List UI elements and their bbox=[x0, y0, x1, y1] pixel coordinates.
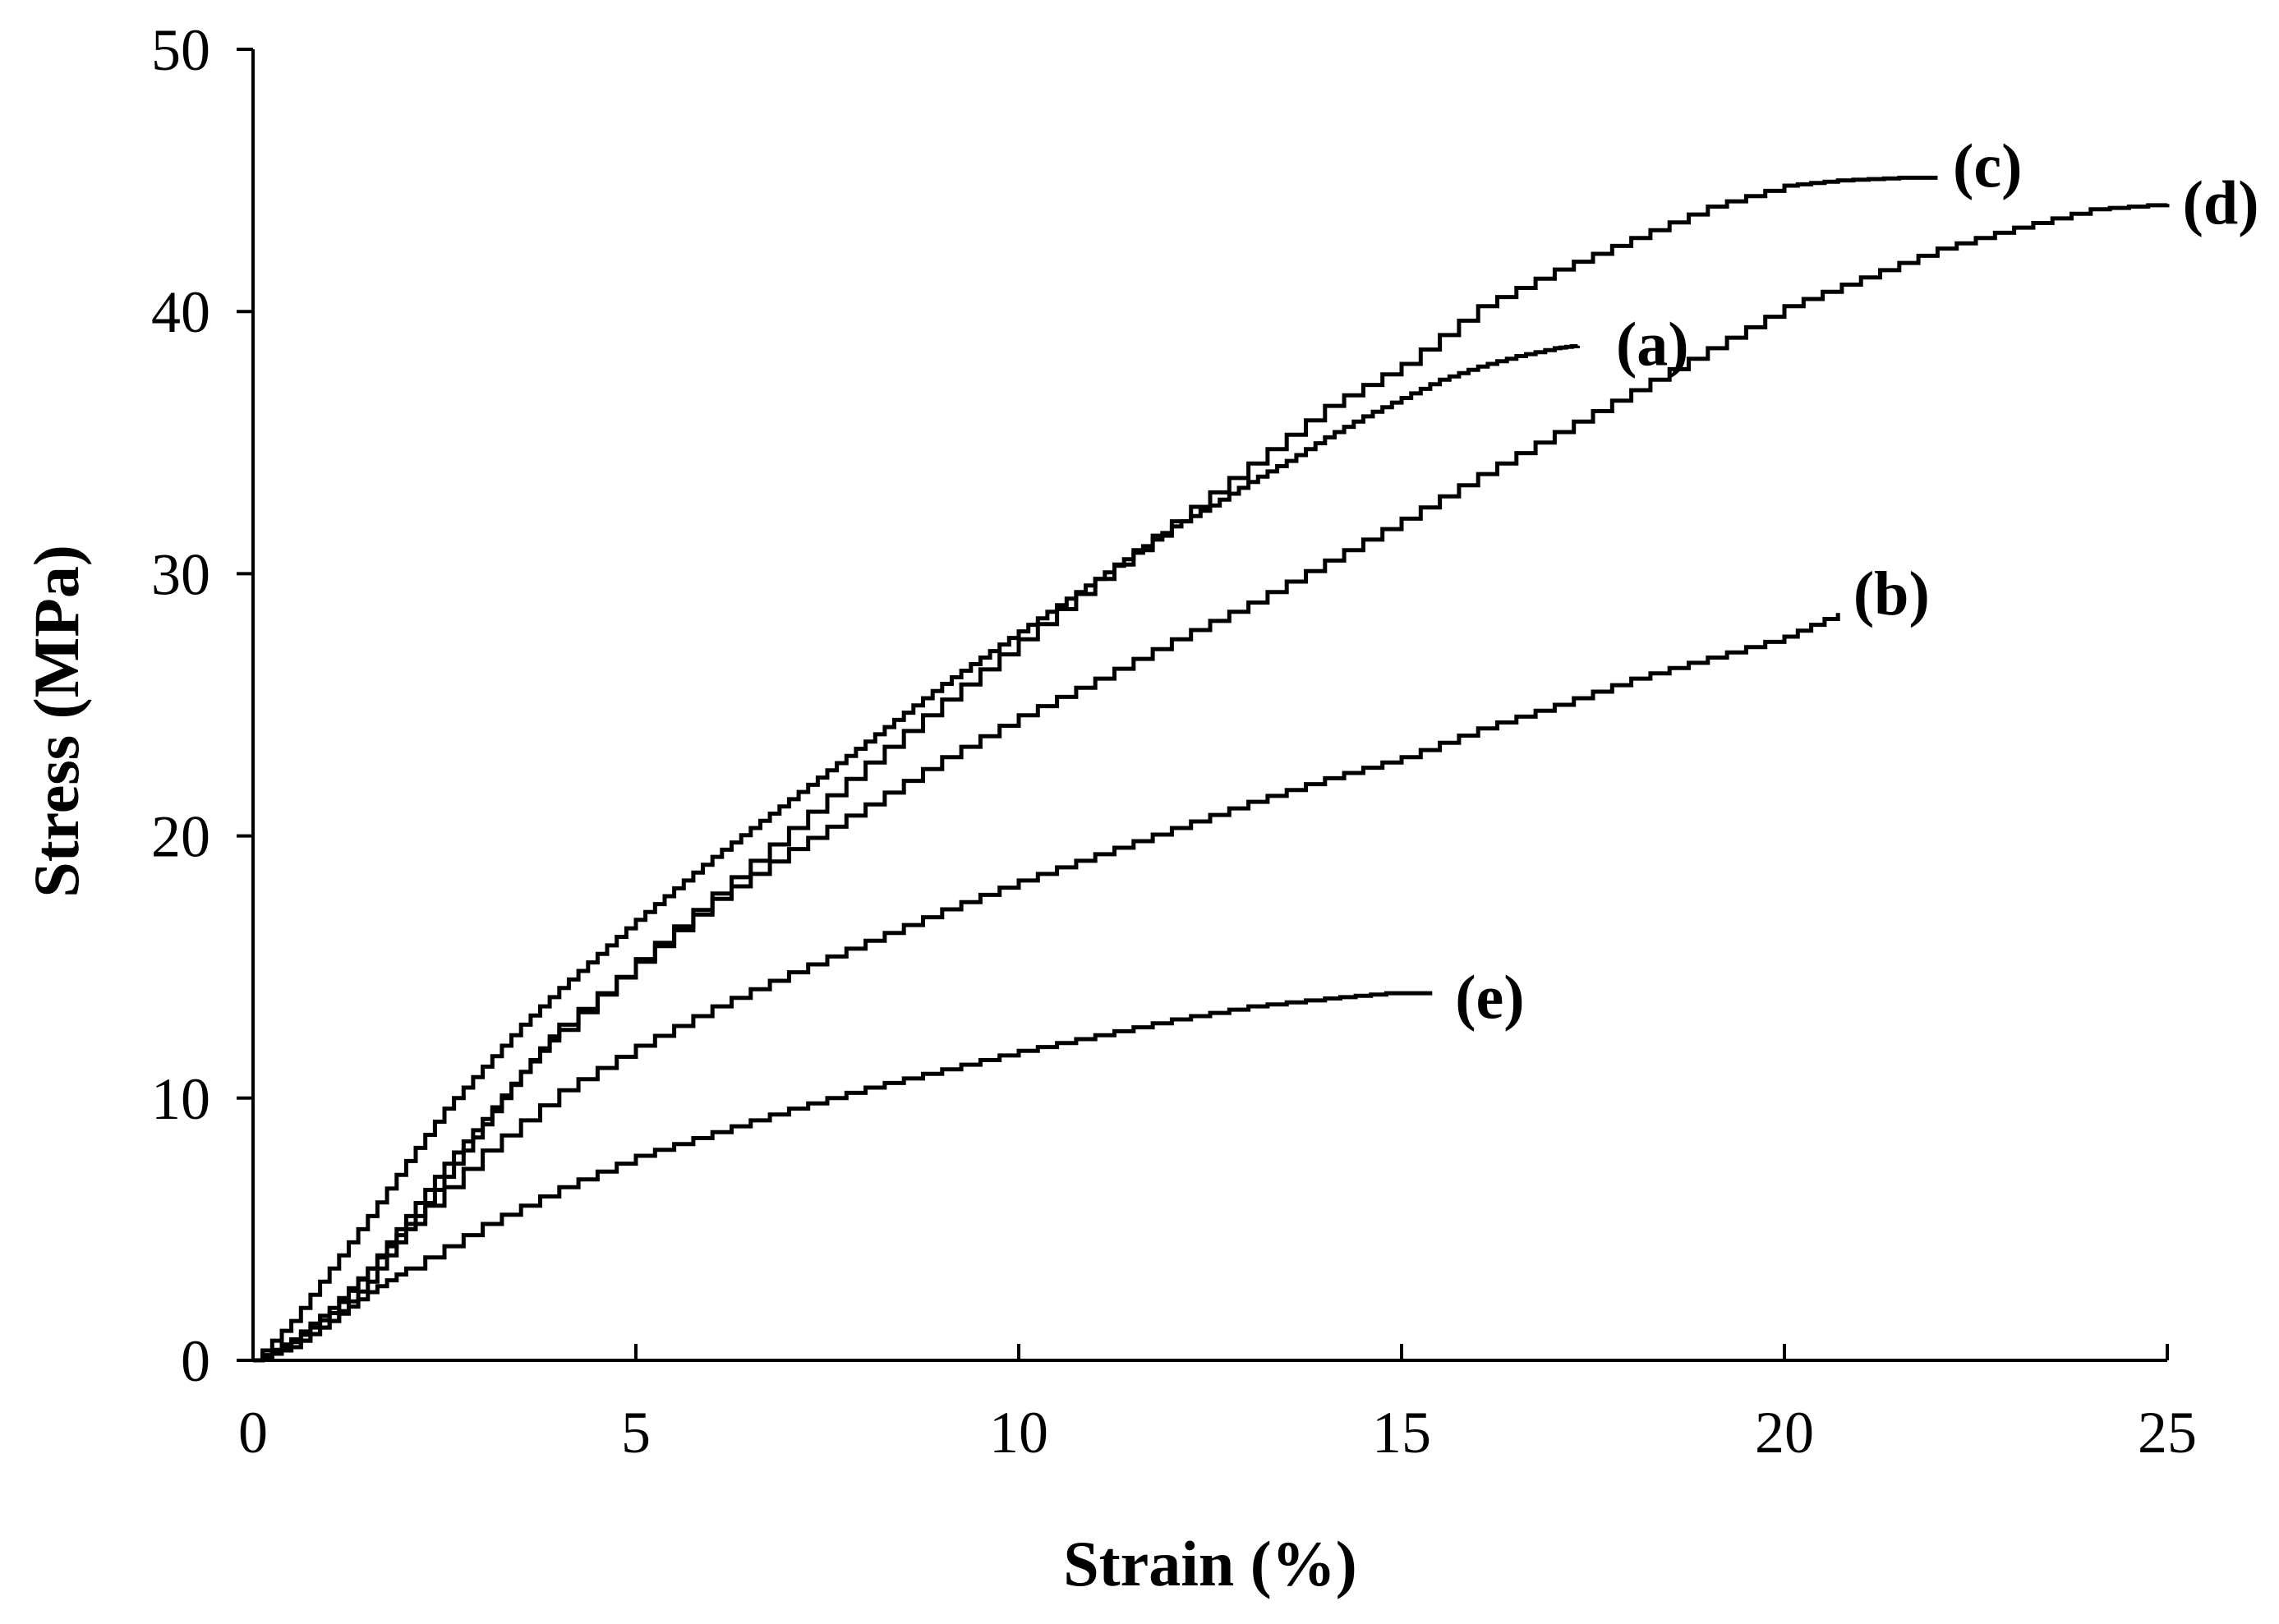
y-tick-label: 40 bbox=[151, 279, 210, 345]
x-tick-label: 15 bbox=[1372, 1400, 1431, 1465]
series-label-e: (e) bbox=[1455, 964, 1524, 1033]
y-tick-label: 30 bbox=[151, 541, 210, 607]
y-ticks: 0 10 20 30 40 50 bbox=[151, 17, 253, 1394]
curve-b bbox=[253, 613, 1840, 1363]
series-labels: (a) (b) (c) (d) (e) bbox=[1455, 132, 2258, 1033]
x-tick-label: 10 bbox=[989, 1400, 1048, 1465]
x-tick-label: 0 bbox=[238, 1400, 268, 1465]
curve-a bbox=[253, 344, 1580, 1363]
x-ticks: 0 5 10 15 20 25 bbox=[238, 1344, 2197, 1465]
curve-c bbox=[253, 175, 1938, 1363]
series-label-b: (b) bbox=[1853, 559, 1930, 628]
x-tick-label: 20 bbox=[1755, 1400, 1814, 1465]
y-axis-title: Stress (MPa) bbox=[21, 545, 92, 898]
y-tick-label: 0 bbox=[181, 1328, 210, 1394]
series-label-d: (d) bbox=[2183, 168, 2259, 237]
y-tick-label: 20 bbox=[151, 804, 210, 870]
series-label-a: (a) bbox=[1616, 311, 1689, 380]
curve-d bbox=[253, 203, 2170, 1363]
curve-e bbox=[253, 991, 1433, 1363]
x-axis-title: Strain (%) bbox=[1063, 1528, 1356, 1599]
y-tick-label: 10 bbox=[151, 1066, 210, 1132]
x-tick-label: 25 bbox=[2138, 1400, 2197, 1465]
x-tick-label: 5 bbox=[621, 1400, 651, 1465]
series-label-c: (c) bbox=[1953, 132, 2022, 201]
y-tick-label: 50 bbox=[151, 17, 210, 83]
curves bbox=[253, 175, 2170, 1363]
axes bbox=[251, 49, 2167, 1362]
